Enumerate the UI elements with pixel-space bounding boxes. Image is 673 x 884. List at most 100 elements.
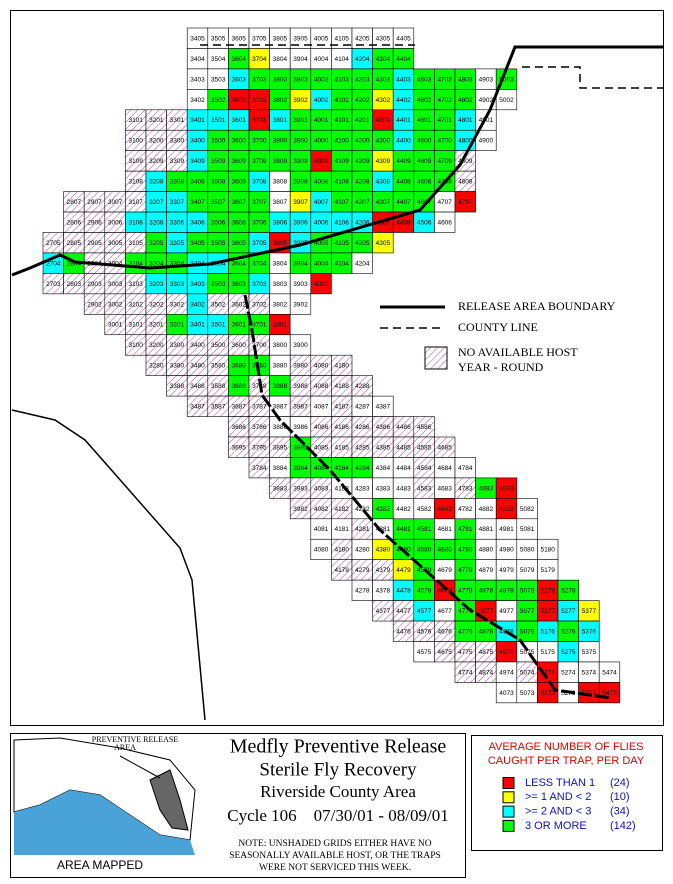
grid-label: 4882: [479, 506, 494, 513]
inset-release-area: [149, 769, 189, 831]
grid-label: 3203: [149, 281, 164, 288]
grid-label: 4082: [314, 506, 329, 513]
grid-label: 4403: [396, 76, 411, 83]
grid-label: 3609: [231, 158, 246, 165]
grid-label: 4203: [355, 76, 370, 83]
key-swatch: [502, 819, 515, 832]
grid-label: 2803: [67, 281, 82, 288]
grid-label: 4306: [376, 219, 391, 226]
grid-label: 3400: [190, 342, 205, 349]
key-items: LESS THAN 1 (24) >= 1 AND < 2 (10) >= 2 AND …: [502, 777, 636, 832]
grid-label: 4881: [479, 526, 494, 533]
grid-label: 4609: [417, 158, 432, 165]
grid-label: 5377: [582, 608, 597, 615]
grid-label: 3908: [293, 179, 308, 186]
grid-label: 3802: [273, 301, 288, 308]
grid-label: 4308: [376, 179, 391, 186]
grid-label: 5374: [582, 669, 597, 676]
grid-label: 4384: [376, 465, 391, 472]
grid-label: 4204: [355, 260, 370, 267]
grid-label: 3801: [273, 322, 288, 329]
grid-label: 4703: [437, 76, 452, 83]
grid-label: 4409: [396, 158, 411, 165]
grid-label: 3106: [128, 219, 143, 226]
grid-label: 4601: [417, 117, 432, 124]
grid-label: 4104: [334, 260, 349, 267]
legend-label: COUNTY LINE: [458, 320, 538, 334]
grid: 3405 3505 3605 3705 3805 3905 4005 4105 4205 4305…: [42, 27, 621, 704]
grid-label: 4675: [437, 649, 452, 656]
grid-label: 4780: [458, 547, 473, 554]
grid-label: 4180: [334, 547, 349, 554]
grid-label: 3603: [231, 281, 246, 288]
grid-label: 4477: [396, 608, 411, 615]
key-count: (24): [610, 777, 630, 789]
grid-label: 4576: [417, 628, 432, 635]
grid-label: 3508: [211, 179, 226, 186]
grid-label: 4304: [376, 56, 391, 63]
grid-label: 4676: [437, 628, 452, 635]
grid-label: 2807: [67, 199, 82, 206]
grid-label: 4878: [479, 588, 494, 595]
grid-label: 5002: [499, 97, 514, 104]
grid-label: 3988: [293, 383, 308, 390]
grid-label: 2804: [67, 260, 82, 267]
grid-label: 3506: [211, 219, 226, 226]
grid-label: 5177: [540, 608, 555, 615]
grid-label: 4000: [314, 138, 329, 145]
grid-label: 3983: [293, 485, 308, 492]
grid-label: 4386: [376, 424, 391, 431]
grid-label: 4280: [355, 547, 370, 554]
grid-label: 4202: [355, 97, 370, 104]
grid-label: 3201: [149, 322, 164, 329]
grid-label: 5076: [520, 628, 535, 635]
grid-label: 4685: [437, 444, 452, 451]
title: Riverside County Area: [260, 782, 416, 801]
grid-label: 3201: [149, 117, 164, 124]
inset-pointer: [119, 755, 161, 779]
grid-label: 4002: [314, 97, 329, 104]
grid-label: 3702: [252, 301, 267, 308]
grid-label: 3808: [273, 179, 288, 186]
grid-label: 4305: [376, 240, 391, 247]
grid-label: 3206: [149, 219, 164, 226]
grid-label: 3686: [231, 424, 246, 431]
grid-label: 4776: [458, 628, 473, 635]
grid-label: 3507: [211, 199, 226, 206]
grid-label: 4700: [437, 138, 452, 145]
grid-label: 4377: [376, 608, 391, 615]
grid-label: 4681: [437, 526, 452, 533]
grid-label: 3480: [190, 363, 205, 370]
grid-label: 2805: [67, 240, 82, 247]
grid-label: 4109: [334, 158, 349, 165]
grid-label: 4105: [334, 35, 349, 42]
grid-label: 3605: [231, 240, 246, 247]
grid-label: 4608: [417, 179, 432, 186]
grid-label: 4105: [334, 240, 349, 247]
note: NOTE: UNSHADED GRIDS EITHER HAVE NO: [238, 839, 431, 849]
grid-label: 4577: [417, 608, 432, 615]
grid-label: 4777: [458, 608, 473, 615]
grid-label: 4476: [396, 628, 411, 635]
grid-label: 4087: [314, 404, 329, 411]
grid-label: 4201: [355, 117, 370, 124]
grid-label: 3680: [231, 363, 246, 370]
grid-label: 4281: [355, 526, 370, 533]
grid-label: 4279: [355, 567, 370, 574]
grid-label: 2704: [46, 260, 61, 267]
grid-label: 2906: [87, 219, 102, 226]
grid-label: 4478: [396, 588, 411, 595]
grid-label: 4200: [355, 138, 370, 145]
grid-label: 3100: [128, 342, 143, 349]
grid-cell: [434, 211, 456, 233]
grid-label: 5275: [561, 649, 576, 656]
grid-label: 4900: [479, 138, 494, 145]
grid-label: 3504: [211, 56, 226, 63]
grid-label: 3801: [273, 117, 288, 124]
grid-label: 4187: [334, 404, 349, 411]
grid-label: 3804: [273, 56, 288, 63]
grid-label: 5375: [582, 649, 597, 656]
grid-label: 4300: [376, 138, 391, 145]
grid-label: 4808: [458, 179, 473, 186]
